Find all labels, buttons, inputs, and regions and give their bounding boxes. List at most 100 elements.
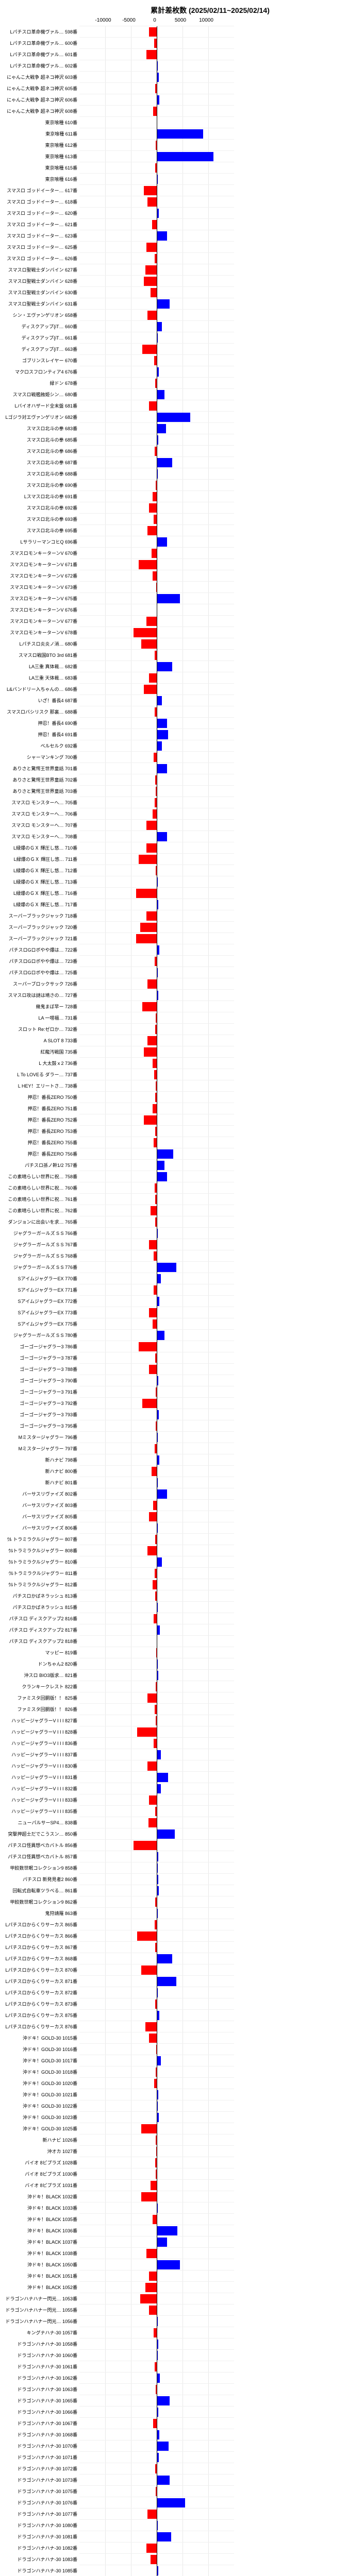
- row-label: 沖ドキ！GOLD-30 1018番: [5, 2069, 79, 2075]
- data-row: 沖ドキ！GOLD-30 1025番: [5, 2123, 343, 2134]
- bar: [134, 628, 157, 637]
- bar: [147, 1693, 157, 1703]
- bar-area: [79, 728, 234, 740]
- bar-area: [79, 150, 234, 162]
- data-row: スマスロモンキーターンV 673番: [5, 581, 343, 592]
- data-row: 沖ドキ！GOLD-30 1016番: [5, 2043, 343, 2055]
- row-label: クランキークレスト 822番: [5, 1683, 79, 1690]
- bar: [140, 2294, 157, 2303]
- data-row: 沖オカ 1027番: [5, 2145, 343, 2157]
- data-row: ゴーゴージャグラー3 793番: [5, 1409, 343, 1420]
- bar: [147, 1761, 157, 1771]
- row-label: LA三重 天体裁… 683番: [5, 674, 79, 681]
- row-label: ゴーゴージャグラー3 787番: [5, 1354, 79, 1361]
- bar: [139, 1342, 157, 1351]
- row-label: ありさと驚愕王世界童話 701番: [5, 765, 79, 772]
- row-label: LA 一噌福… 731番: [5, 1014, 79, 1021]
- row-label: 突撃押超士だでこうスン… 850番: [5, 1831, 79, 1837]
- bar-area: [79, 1624, 234, 1636]
- row-label: SアイムジャグラーEX 775番: [5, 1320, 79, 1327]
- bar: [157, 832, 167, 841]
- data-row: 東京喰種 610番: [5, 116, 343, 128]
- bar-area: [79, 139, 234, 151]
- row-label: ドラゴンハナハナ-30 1077番: [5, 2511, 79, 2517]
- bar-area: [79, 388, 234, 400]
- data-row: ハッピージャグラーV I I I 827番: [5, 1715, 343, 1726]
- bar: [134, 1841, 157, 1850]
- data-row: キングナハナ-30 1057番: [5, 2327, 343, 2338]
- bar: [139, 855, 157, 864]
- bar-area: [79, 592, 234, 604]
- data-row: Lスマスロ北斗の拳 691番: [5, 490, 343, 502]
- row-label: ドラゴンハナハナ-30 1068番: [5, 2431, 79, 2438]
- bar-area: [79, 581, 234, 593]
- data-row: ドラゴンハナハナ-30 1067番: [5, 2417, 343, 2429]
- bar: [147, 1546, 157, 1555]
- bar-area: [79, 2485, 234, 2497]
- data-row: 新ハナビ 800番: [5, 1465, 343, 1477]
- bar-area: [79, 1363, 234, 1375]
- data-row: ドラゴンハナハナ-30 1065番: [5, 2395, 343, 2406]
- data-row: 回転式自転車ツラべる… 861番: [5, 1885, 343, 1896]
- row-label: SアイムジャグラーEX 773番: [5, 1309, 79, 1316]
- bar-area: [79, 320, 234, 332]
- row-label: A SLOT 8 733番: [5, 1037, 79, 1044]
- data-row: 沖ドキ！GOLD-30 1020番: [5, 2077, 343, 2089]
- data-row: ジャグラーガールズ S S 780番: [5, 1329, 343, 1341]
- row-label: ｳﾙトラミラクルジャグラー 811番: [5, 1570, 79, 1577]
- data-row: LA三重 真体裁… 682番: [5, 660, 343, 672]
- row-label: SアイムジャグラーEX 772番: [5, 1298, 79, 1304]
- bar: [142, 1399, 157, 1408]
- row-label: ドラゴンハナハナー閃光… 1053番: [5, 2295, 79, 2302]
- bar: [157, 2226, 177, 2235]
- row-label: ドラゴンハナハナ-30 1058番: [5, 2341, 79, 2347]
- row-label: 沖ドキ！BLACK 1032番: [5, 2193, 79, 2200]
- bar-area: [79, 1057, 234, 1069]
- data-row: ジャグラーガールズ S S 776番: [5, 1261, 343, 1273]
- bar-area: [79, 2202, 234, 2214]
- row-label: バーサスリヴァイズ 802番: [5, 1490, 79, 1497]
- row-label: ゴブリンスレイヤー 670番: [5, 357, 79, 364]
- bar: [148, 1818, 157, 1827]
- data-row: スマスロ攻は謎は鳩さの… 727番: [5, 989, 343, 1001]
- row-label: ハッピージャグラーV I I I 828番: [5, 1728, 79, 1735]
- data-row: 沖ドキ！GOLD-30 1022番: [5, 2100, 343, 2111]
- data-row: ドラゴンハナハナ-30 1076番: [5, 2497, 343, 2508]
- data-row: ドラゴンハナハナ-30 1071番: [5, 2451, 343, 2463]
- bar-area: [79, 717, 234, 729]
- data-row: L緑爆のＧＸ 輝圧し悠… 712番: [5, 865, 343, 876]
- data-row: ゴーゴージャグラー3 791番: [5, 1386, 343, 1397]
- row-label: スマスロモンキーターンV 677番: [5, 618, 79, 624]
- row-label: ドラゴンハナハナー閃光… 1056番: [5, 2318, 79, 2325]
- data-row: Lパチスロからくりサーカス 866番: [5, 1930, 343, 1941]
- bar-area: [79, 105, 234, 117]
- data-row: 東京喰種 613番: [5, 150, 343, 162]
- bar: [157, 390, 164, 399]
- bar-area: [79, 1477, 234, 1488]
- data-row: ありさと驚愕王世界童話 701番: [5, 762, 343, 774]
- data-row: パチスロ怪異想ベカバトル 856番: [5, 1839, 343, 1851]
- row-label: 押忍！番長ZERO 755番: [5, 1139, 79, 1146]
- row-label: L HEY！エリートさ… 738番: [5, 1082, 79, 1089]
- data-row: ファミスタ回胴版！！ 825番: [5, 1692, 343, 1703]
- bar-area: [79, 252, 234, 264]
- bar-area: [79, 2032, 234, 2044]
- data-row: ダンジョンに出会いを求… 765番: [5, 1216, 343, 1227]
- row-label: スマスロ北斗の拳 692番: [5, 504, 79, 511]
- row-label: 東京喰種 611番: [5, 130, 79, 137]
- bar-area: [79, 2474, 234, 2486]
- bar: [149, 503, 157, 513]
- data-row: パチスロ ディスクアップ2 816番: [5, 1613, 343, 1624]
- data-row: スロット Re:ゼロか… 732番: [5, 1023, 343, 1035]
- data-row: Lパチスロ革命機ヴァル… 602番: [5, 60, 343, 71]
- bar-area: [79, 173, 234, 185]
- row-label: パチスロGロボやや爆は… 723番: [5, 958, 79, 964]
- data-row: ドラゴンハナハナ-30 1077番: [5, 2508, 343, 2519]
- data-row: 沖ドキ！BLACK 1037番: [5, 2236, 343, 2247]
- bar-area: [79, 1386, 234, 1398]
- x-tick-label: 5000: [175, 18, 186, 23]
- bar-area: [79, 2451, 234, 2463]
- data-row: Lパチスロからくりサーカス 875番: [5, 2009, 343, 2021]
- row-label: パチスロ怪異想ベカバトル 857番: [5, 1853, 79, 1860]
- bar-area: [79, 445, 234, 457]
